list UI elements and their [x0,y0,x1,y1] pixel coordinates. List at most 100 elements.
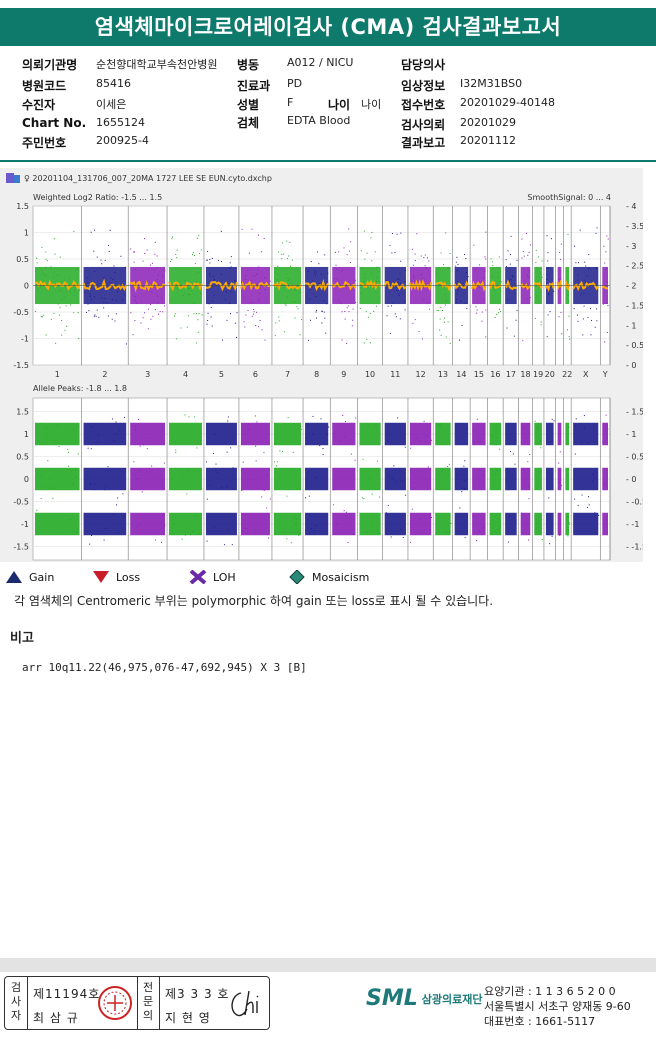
log2-ratio-point [473,244,475,246]
allele-peak-point [119,429,121,431]
log2-ratio-point [195,342,197,344]
allele-peak-point [527,461,529,463]
allele-peak-point [163,462,165,464]
log2-ratio-point [580,294,582,296]
allele-peak-point [248,428,250,430]
log2-ratio-point [245,314,247,316]
examiner-number: 제11194호 [33,987,101,1001]
log2-ratio-point [88,310,90,312]
log2-ratio-point [416,233,418,235]
allele-peak-band [520,512,531,536]
log2-ratio-point [421,338,423,340]
log2-ratio-point [394,313,396,315]
receipt-label: 접수번호 [401,98,446,112]
allele-peak-point [136,478,138,480]
log2-ratio-point [236,312,238,314]
log2-ratio-point [182,294,184,296]
log2-ratio-point [258,234,260,236]
log2-ratio-point [546,235,548,237]
log2-ratio-point [595,308,597,310]
allele-peak-point [61,533,63,535]
allele-peak-point [214,526,216,528]
allele-peak-band [273,467,302,491]
log2-ratio-point [103,277,105,279]
allele-peak-point [395,481,397,483]
log2-ratio-point [376,277,378,279]
log2-ratio-point [440,334,442,336]
log2-ratio-point [510,254,512,256]
allele-peak-point [575,425,577,427]
patient-value: 이세은 [96,98,127,111]
allele-peak-point [143,444,145,446]
log2-ratio-point [352,308,354,310]
log2-ratio-point [156,279,158,281]
log2-ratio-point [264,339,266,341]
smooth-signal-line [504,279,517,291]
allele-peak-band [35,512,80,536]
log2-ratio-point [514,292,516,294]
allele-peak-point [464,460,466,462]
allele-peak-point [574,498,576,500]
log2-ratio-point [549,311,551,313]
chromosome-label: 13 [438,370,448,379]
log2-ratio-point [573,308,575,310]
log2-ratio-point [45,251,47,253]
allele-peak-point [194,470,196,472]
log2-ratio-point [585,265,587,267]
log2-ratio-point [281,258,283,260]
log2-ratio-point [247,269,249,271]
chart-no-value: 1655124 [96,116,145,129]
allele-peak-point [514,521,516,523]
log2-ratio-point [96,256,98,258]
log2-ratio-point [95,315,97,317]
allele-peak-band [545,422,554,446]
allele-peak-point [175,451,177,453]
log2-ratio-point [577,279,579,281]
log2-ratio-point [577,262,579,264]
allele-peak-point [124,468,126,470]
allele-peak-point [495,444,497,446]
log2-ratio-point [425,267,427,269]
smooth-signal-title: SmoothSignal: 0 ... 4 [527,193,611,202]
log2-ratio-point [157,274,159,276]
allele-peak-point [242,461,244,463]
log2-ratio-point [443,264,445,266]
log2-ratio-point [516,309,518,311]
smooth-signal-line [205,280,238,292]
allele-peak-point [137,478,139,480]
log2-ratio-point [285,305,287,307]
allele-peak-point [164,524,166,526]
allele-peak-point [52,497,54,499]
log2-ratio-point [210,316,212,318]
allele-peak-point [539,441,541,443]
allele-peak-point [587,442,589,444]
allele-peak-point [553,420,555,422]
log2-ratio-point [335,251,337,253]
y-tick-label: -0.5 [13,498,29,507]
allele-peak-band [83,467,127,491]
allele-peak-point [293,441,295,443]
log2-ratio-point [235,336,237,338]
log2-ratio-point [310,261,312,263]
clinical-value: I32M31BS0 [460,77,523,90]
log2-ratio-point [169,299,171,301]
allele-peak-point [223,544,225,546]
log2-ratio-point [444,317,446,319]
log2-ratio-point [57,274,59,276]
log2-ratio-point [439,329,441,331]
smooth-signal-line [304,278,330,292]
allele-peak-point [592,480,594,482]
allele-peak-band [305,422,329,446]
allele-peak-point [56,424,58,426]
log2-ratio-point [399,282,401,284]
log2-ratio-point [496,314,498,316]
allele-peak-point [455,474,457,476]
log2-ratio-point [587,316,589,318]
chromosome-label: 14 [456,370,466,379]
allele-peak-point [347,541,349,543]
log2-ratio-point [500,281,502,283]
chromosome-label: 19 [533,370,543,379]
allele-peak-point [291,527,293,529]
log2-ratio-point [278,316,280,318]
allele-peak-point [269,498,271,500]
